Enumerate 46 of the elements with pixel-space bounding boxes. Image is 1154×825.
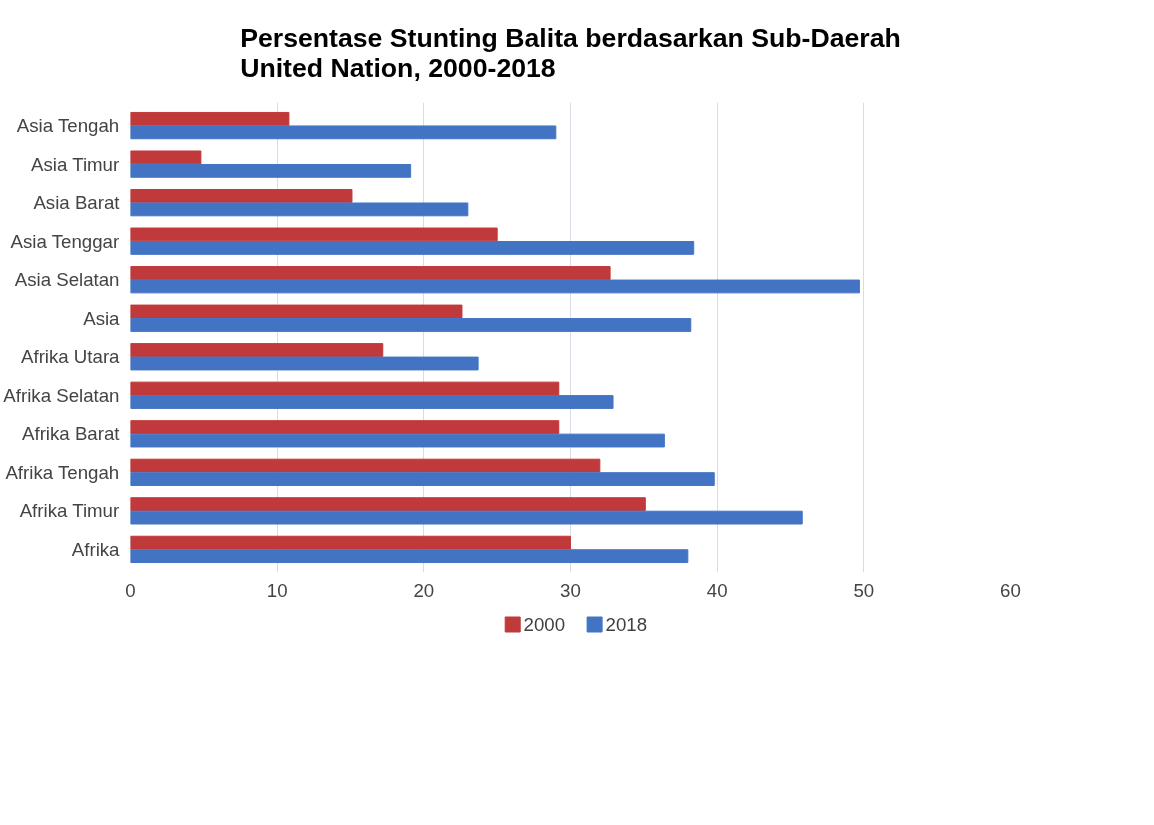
x-tick-label: 20 (413, 579, 435, 601)
bar (130, 241, 695, 255)
bar (130, 535, 571, 550)
y-tick-label: Afrika (71, 538, 121, 560)
y-tick-label: Afrika Barat (22, 423, 121, 445)
bar (130, 420, 560, 434)
y-tick-label: Asia Timur (31, 153, 120, 175)
chart-title: Persentase Stunting Balita berdasarkan Sub-Daerah United Nation, 2000-2018 (240, 22, 901, 83)
bar (130, 318, 692, 332)
bar (130, 125, 557, 140)
bar (130, 163, 412, 178)
x-tick-label: 30 (560, 579, 581, 601)
bar (130, 433, 665, 448)
bar (130, 189, 353, 203)
y-tick-label: Asia Tengah (16, 115, 120, 137)
y-tick-label: Asia (83, 307, 121, 329)
x-tick-label: 60 (1000, 579, 1021, 601)
legend-label: 2000 (523, 614, 566, 635)
bar (130, 266, 611, 280)
bar (130, 381, 560, 396)
x-tick-label: 40 (706, 579, 728, 601)
bar (130, 304, 463, 319)
bar (130, 279, 860, 294)
y-tick-label: Asia Barat (33, 192, 121, 214)
bar (130, 356, 479, 371)
y-tick-label: Asia Tenggar (10, 230, 120, 252)
bar (130, 549, 689, 564)
bar (130, 111, 290, 126)
y-tick-label: Asia Selatan (14, 269, 120, 291)
bar (130, 497, 646, 512)
x-tick-label: 10 (266, 579, 288, 601)
bar (130, 202, 469, 217)
y-tick-label: Afrika Tengah (5, 461, 120, 483)
bar (130, 227, 498, 242)
y-tick-label: Afrika Selatan (3, 384, 120, 406)
y-tick-label: Afrika Utara (21, 346, 121, 368)
bar (130, 150, 202, 165)
x-tick-label: 0 (125, 579, 136, 601)
bar (130, 458, 601, 473)
bar (130, 395, 614, 409)
bar (130, 510, 803, 525)
x-tick-label: 50 (853, 579, 875, 601)
bar (130, 343, 384, 357)
legend-label: 2018 (605, 614, 648, 635)
bar (130, 472, 715, 486)
y-tick-label: Afrika Timur (19, 500, 120, 522)
